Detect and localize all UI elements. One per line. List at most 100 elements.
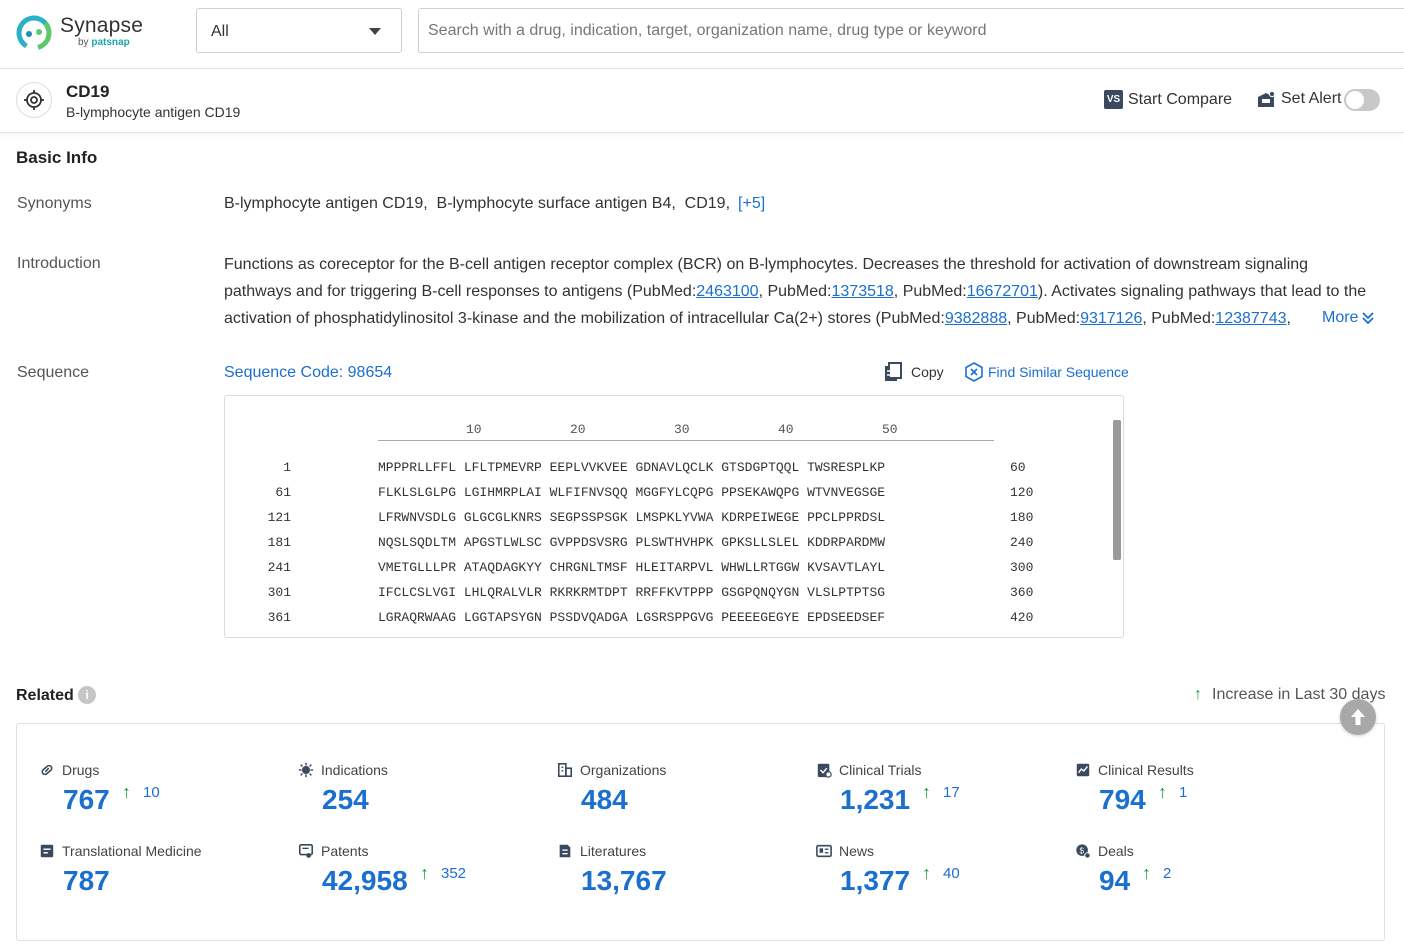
sequence-code-link[interactable]: Sequence Code: 98654 <box>224 364 392 382</box>
stat-label: Organizations <box>557 762 666 778</box>
stat-increase-value: 10 <box>143 784 160 801</box>
sequence-row: 361LGRAQRWAAG LGGTAPSYGN PSSDVQADGA LGSR… <box>225 610 1055 635</box>
stat-label-text: News <box>839 843 874 859</box>
stat-value[interactable]: 254 <box>322 784 369 816</box>
synonyms-value: B-lymphocyte antigen CD19, B-lymphocyte … <box>224 195 765 213</box>
arrow-up-icon: ↑ <box>122 782 131 803</box>
building-icon <box>557 762 573 778</box>
stat-label: Drugs <box>39 762 99 778</box>
stat-organizations[interactable]: Organizations 484 <box>535 762 785 832</box>
stat-label-text: Literatures <box>580 843 646 859</box>
arrow-up-icon: ↑ <box>1194 686 1202 704</box>
start-compare-label: Start Compare <box>1128 91 1232 109</box>
sequence-row: 241VMETGLLLPR ATAQDAGKYY CHRGNLTMSF HLEI… <box>225 560 1055 585</box>
target-header: CD19 B-lymphocyte antigen CD19 VS Start … <box>0 69 1404 133</box>
sequence-row-residues: FLKLSLGLPG LGIHMRPLAI WLFIFNVSQQ MGGFYLC… <box>378 485 885 500</box>
stat-increase: ↑ 10 <box>122 782 160 803</box>
sequence-viewer[interactable]: 10 20 30 40 50 1MPPPRLLFFL LFLTPMEVRP EE… <box>224 395 1124 638</box>
stat-value[interactable]: 767 <box>63 784 110 816</box>
pubmed-link[interactable]: 1373518 <box>832 283 894 300</box>
pubmed-link[interactable]: 16672701 <box>967 283 1038 300</box>
sequence-row-end: 180 <box>1010 510 1033 525</box>
ruler-tick: 50 <box>882 422 898 437</box>
info-icon[interactable]: i <box>78 686 96 704</box>
target-icon <box>16 82 52 118</box>
stat-value[interactable]: 1,231 <box>840 784 910 816</box>
stat-indications[interactable]: Indications 254 <box>276 762 526 832</box>
stat-translational-medicine[interactable]: Translational Medicine 787 <box>17 843 267 913</box>
pubmed-link[interactable]: 9317126 <box>1080 310 1142 327</box>
stat-news[interactable]: News1,377↑40 <box>794 843 1044 913</box>
stat-patents[interactable]: Patents42,958↑352 <box>276 843 526 913</box>
brand-name[interactable]: Synapse <box>60 14 143 38</box>
sequence-row-end: 360 <box>1010 585 1033 600</box>
stat-label-text: Organizations <box>580 762 666 778</box>
set-alert-label: Set Alert <box>1281 90 1341 108</box>
stat-label-text: Indications <box>321 762 388 778</box>
stat-label: News <box>816 843 874 859</box>
search-input[interactable] <box>418 8 1404 53</box>
stat-drugs[interactable]: Drugs 767 ↑ 10 <box>17 762 267 832</box>
intro-more-button[interactable]: More <box>1292 309 1375 327</box>
brand-sub: by patsnap <box>78 37 130 48</box>
sequence-row-residues: LFRWNVSDLG GLGCGLKNRS SEGPSSPSGK LMSPKLY… <box>378 510 885 525</box>
copy-button[interactable]: Copy <box>884 362 944 382</box>
scroll-to-top-button[interactable] <box>1340 699 1376 735</box>
pubmed-link[interactable]: 2463100 <box>696 283 758 300</box>
stat-value[interactable]: 787 <box>63 865 110 897</box>
sequence-row-residues: LGRAQRWAAG LGGTAPSYGN PSSDVQADGA LGSRSPP… <box>378 610 885 625</box>
stat-value[interactable]: 94 <box>1099 865 1130 897</box>
copy-icon <box>884 362 903 382</box>
brand-by: by <box>78 37 89 48</box>
introduction-label: Introduction <box>17 255 101 273</box>
ruler-tick: 30 <box>674 422 690 437</box>
set-alert-toggle[interactable] <box>1344 89 1380 111</box>
stat-value[interactable]: 484 <box>581 784 628 816</box>
synonyms-label: Synonyms <box>17 195 92 213</box>
arrow-up-icon: ↑ <box>420 863 429 884</box>
arrow-up-icon: ↑ <box>1158 782 1167 803</box>
stat-label: Indications <box>298 762 388 778</box>
stat-clinical-trials[interactable]: Clinical Trials1,231↑17 <box>794 762 1044 832</box>
toggle-knob <box>1346 91 1364 109</box>
ruler-tick: 20 <box>570 422 586 437</box>
find-similar-sequence-button[interactable]: Find Similar Sequence <box>964 362 1129 382</box>
sequence-row-start: 301 <box>268 585 291 600</box>
arrow-up-icon: ↑ <box>1142 863 1151 884</box>
stat-value[interactable]: 42,958 <box>322 865 408 897</box>
sequence-row-end: 420 <box>1010 610 1033 625</box>
start-compare-button[interactable]: VS Start Compare <box>1104 90 1232 109</box>
stat-clinical-results[interactable]: Clinical Results794↑1 <box>1053 762 1303 832</box>
stat-deals[interactable]: $Deals94↑2 <box>1053 843 1303 913</box>
virus-icon <box>298 762 314 778</box>
find-similar-label: Find Similar Sequence <box>988 364 1129 380</box>
stat-label-text: Translational Medicine <box>62 843 202 859</box>
stat-value[interactable]: 1,377 <box>840 865 910 897</box>
stat-increase: ↑17 <box>922 782 960 803</box>
search-scope-select[interactable]: All <box>196 8 402 53</box>
target-title: CD19 <box>66 82 109 102</box>
brand-patsnap: patsnap <box>91 37 129 48</box>
sequence-scrollbar[interactable] <box>1113 420 1121 560</box>
stat-literatures[interactable]: Literatures 13,767 <box>535 843 785 913</box>
stat-label: Translational Medicine <box>39 843 202 859</box>
sequence-row: 121LFRWNVSDLG GLGCGLKNRS SEGPSSPSGK LMSP… <box>225 510 1055 535</box>
stat-label: $Deals <box>1075 843 1134 859</box>
sequence-row-start: 181 <box>268 535 291 550</box>
sequence-row-end: 300 <box>1010 560 1033 575</box>
set-alert-button[interactable]: Set Alert <box>1257 90 1341 108</box>
stat-increase-value: 17 <box>943 784 960 801</box>
synapse-logo-icon[interactable] <box>15 14 53 52</box>
sequence-label: Sequence <box>17 364 89 382</box>
intro-text-3: , PubMed: <box>894 283 967 300</box>
related-title: Related <box>16 687 74 705</box>
stat-increase: ↑352 <box>420 863 466 884</box>
pubmed-link[interactable]: 12387743 <box>1215 310 1286 327</box>
sequence-row-start: 1 <box>283 460 291 475</box>
sequence-row: 1MPPPRLLFFL LFLTPMEVRP EEPLVVKVEE GDNAVL… <box>225 460 1055 485</box>
stat-value[interactable]: 794 <box>1099 784 1146 816</box>
stat-value[interactable]: 13,767 <box>581 865 667 897</box>
sequence-row-start: 241 <box>268 560 291 575</box>
pubmed-link[interactable]: 9382888 <box>945 310 1007 327</box>
synonyms-more-link[interactable]: [+5] <box>738 195 765 212</box>
